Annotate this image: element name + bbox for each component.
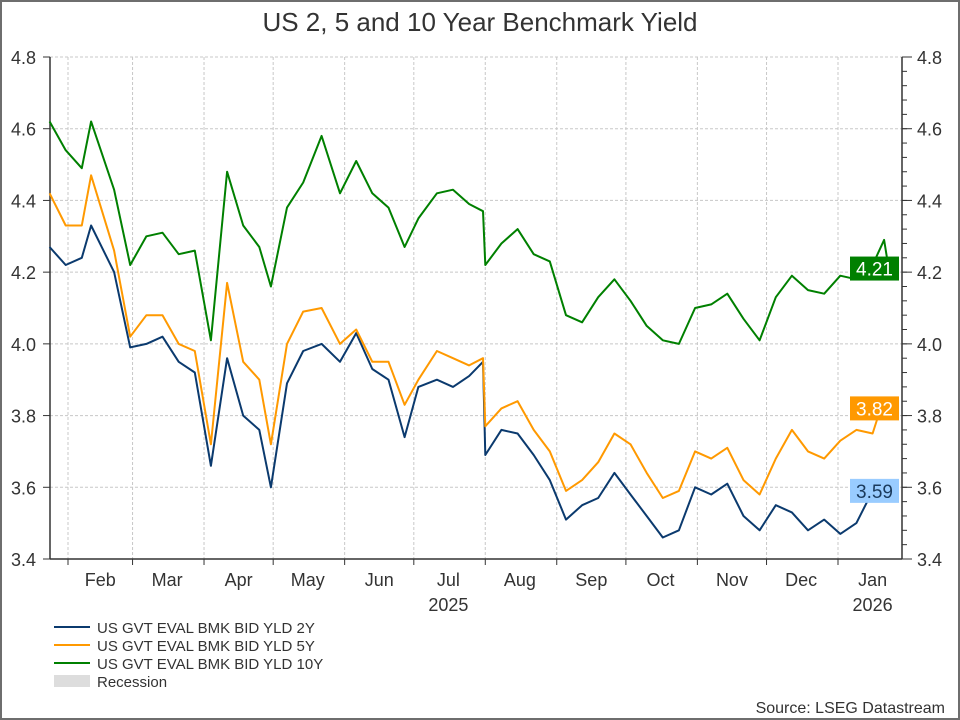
y-tick-label-right: 4.8 <box>917 48 942 68</box>
y-tick-label-left: 4.4 <box>11 191 36 211</box>
x-tick-label: Apr <box>225 570 253 590</box>
legend-label: US GVT EVAL BMK BID YLD 10Y <box>97 656 323 673</box>
grid <box>50 56 902 560</box>
x-tick-label: Sep <box>575 570 607 590</box>
x-tick-label: Jul <box>437 570 460 590</box>
last-value-box <box>850 396 899 421</box>
x-tick-label: Aug <box>504 570 536 590</box>
y-tick-label-right: 4.6 <box>917 120 942 140</box>
legend-label: US GVT EVAL BMK BID YLD 5Y <box>97 638 315 655</box>
x-tick-label: Feb <box>85 570 116 590</box>
legend-label: US GVT EVAL BMK BID YLD 2Y <box>97 620 315 637</box>
y-tick-label-left: 4.8 <box>11 48 36 68</box>
year-label: 2025 <box>428 595 468 615</box>
axes: 3.4 3.4 3.6 3.6 3.8 3.8 4.0 4.0 4.2 4.2 4.4 4.4 4.6 4… <box>11 48 942 615</box>
last-value-label: 3.59 <box>856 482 893 503</box>
chart-title: US 2, 5 and 10 Year Benchmark Yield <box>262 7 697 37</box>
y-tick-label-right: 3.8 <box>917 407 942 427</box>
year-label: 2026 <box>853 595 893 615</box>
y-tick-label-left: 3.8 <box>11 407 36 427</box>
last-value-label: 4.21 <box>856 260 893 281</box>
legend-label: Recession <box>97 674 167 691</box>
source-note: Source: LSEG Datastream <box>756 700 945 717</box>
y-tick-label-left: 3.6 <box>11 478 36 498</box>
y-tick-label-left: 4.6 <box>11 120 36 140</box>
x-tick-label: Mar <box>152 570 183 590</box>
y-tick-label-left: 4.0 <box>11 335 36 355</box>
last-value-box <box>850 478 899 503</box>
y-tick-label-right: 4.2 <box>917 263 942 283</box>
x-tick-label: Jun <box>365 570 394 590</box>
series-lines <box>48 120 890 539</box>
y-tick-label-left: 4.2 <box>11 263 36 283</box>
last-value-box <box>850 256 899 281</box>
y-tick-label-right: 4.4 <box>917 191 942 211</box>
x-tick-label: May <box>291 570 325 590</box>
y-tick-label-left: 3.4 <box>11 550 36 570</box>
legend-swatch <box>54 675 90 687</box>
series-line-10y <box>48 120 890 345</box>
x-tick-label: Jan <box>858 570 887 590</box>
last-value-labels: 3.59 3.82 4.21 <box>850 256 899 503</box>
y-tick-label-right: 4.0 <box>917 335 942 355</box>
y-tick-label-right: 3.6 <box>917 478 942 498</box>
x-tick-label: Oct <box>646 570 674 590</box>
series-line-5y <box>48 174 890 499</box>
last-value-label: 3.82 <box>856 399 893 420</box>
x-tick-label: Nov <box>716 570 748 590</box>
y-tick-label-right: 3.4 <box>917 550 942 570</box>
x-tick-label: Dec <box>785 570 817 590</box>
